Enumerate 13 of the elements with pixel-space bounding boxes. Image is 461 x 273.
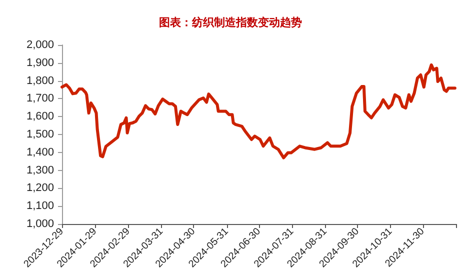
y-tick-label: 1,900 xyxy=(26,56,54,69)
y-tick-label: 1,600 xyxy=(26,110,54,123)
line-series xyxy=(60,63,456,160)
y-tick-label: 1,500 xyxy=(26,128,54,140)
y-tick-label: 1,300 xyxy=(26,164,54,176)
y-tick-label: 1,700 xyxy=(26,92,54,105)
y-tick-label: 2,000 xyxy=(26,39,54,51)
y-tick-label: 1,100 xyxy=(26,200,54,212)
y-tick-label: 1,000 xyxy=(26,218,54,230)
y-tick-label: 1,200 xyxy=(26,182,54,194)
y-tick-label: 1,400 xyxy=(26,146,54,158)
y-tick-label: 1,800 xyxy=(26,74,54,87)
chart-title: 图表：纺织制造指数变动趋势 xyxy=(159,16,302,29)
